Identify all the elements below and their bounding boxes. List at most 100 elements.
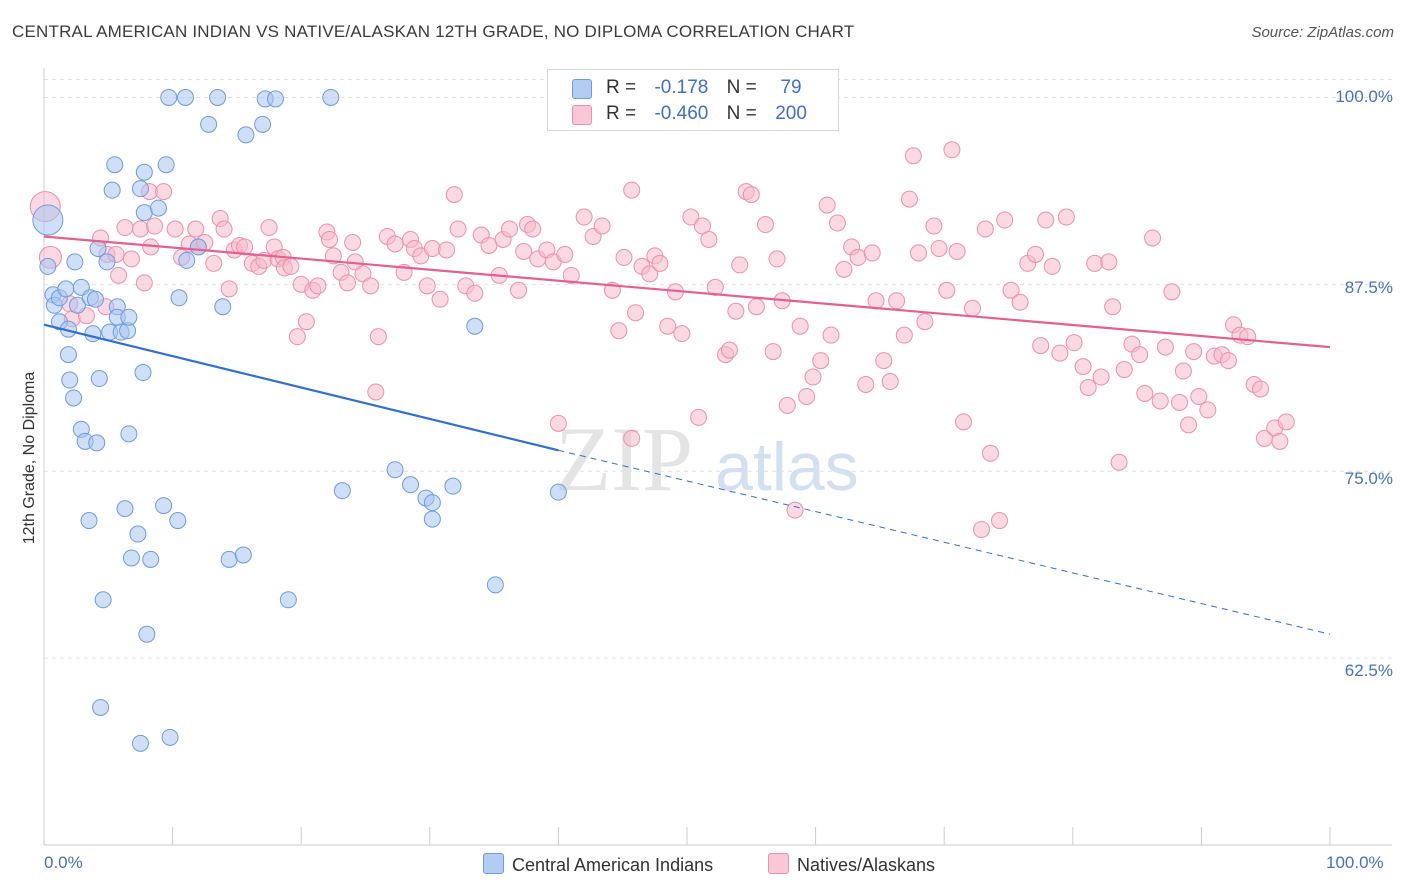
data-point xyxy=(804,368,822,386)
data-point xyxy=(354,265,372,283)
data-point xyxy=(61,371,79,389)
data-point xyxy=(215,220,233,238)
data-point xyxy=(501,220,519,238)
data-point xyxy=(1171,393,1189,411)
watermark: ZIP atlas xyxy=(555,408,859,510)
data-point xyxy=(155,183,173,201)
data-point xyxy=(888,292,906,310)
data-point xyxy=(756,216,774,234)
y-tick-label: 75.0% xyxy=(1344,469,1393,488)
data-point xyxy=(122,549,140,567)
data-point xyxy=(86,290,104,308)
data-point xyxy=(1100,253,1118,271)
data-point xyxy=(237,126,255,144)
data-point xyxy=(146,217,164,235)
data-point xyxy=(1104,298,1122,316)
data-point xyxy=(1252,380,1270,398)
data-point xyxy=(320,230,338,248)
data-point xyxy=(778,396,796,414)
data-point xyxy=(1043,257,1061,275)
data-point xyxy=(904,147,922,165)
legend-item-natives-alaskans: Natives/Alaskans xyxy=(768,853,935,876)
chart-title: CENTRAL AMERICAN INDIAN VS NATIVE/ALASKA… xyxy=(12,22,855,41)
data-point xyxy=(925,217,943,235)
data-point xyxy=(322,88,340,106)
data-point xyxy=(466,317,484,335)
data-point xyxy=(333,482,351,500)
data-point xyxy=(1144,229,1162,247)
data-point xyxy=(857,376,875,394)
data-point xyxy=(236,238,254,256)
data-point xyxy=(1086,254,1104,272)
r-label: R = xyxy=(606,103,637,124)
data-point xyxy=(1011,293,1029,311)
data-point xyxy=(386,461,404,479)
data-point xyxy=(92,698,110,716)
legend-label: Central American Indians xyxy=(512,855,714,875)
data-point xyxy=(1131,346,1149,364)
data-point xyxy=(818,196,836,214)
data-point xyxy=(209,88,227,106)
data-point xyxy=(362,277,380,295)
data-point xyxy=(176,88,194,106)
trend-line-extrapolated xyxy=(558,449,1331,635)
data-point xyxy=(1199,401,1217,419)
stats-legend: R = -0.178 N = 79 R = -0.460 N = 200 xyxy=(547,69,839,131)
data-point xyxy=(510,281,528,299)
data-point xyxy=(720,341,738,359)
n-value: 200 xyxy=(775,103,807,124)
data-point xyxy=(990,512,1008,530)
data-point xyxy=(129,525,147,543)
y-tick-label: 100.0% xyxy=(1335,87,1393,106)
data-point xyxy=(822,326,840,344)
data-point xyxy=(418,277,436,295)
data-point xyxy=(895,326,913,344)
data-point xyxy=(131,220,149,238)
data-point xyxy=(80,512,98,530)
data-point xyxy=(700,230,718,248)
data-point xyxy=(1185,343,1203,361)
data-point xyxy=(282,257,300,275)
data-point xyxy=(90,370,108,388)
data-point xyxy=(466,284,484,302)
data-point xyxy=(155,497,173,515)
watermark-zip: ZIP xyxy=(555,408,693,510)
data-point xyxy=(32,204,64,236)
data-point xyxy=(828,214,846,232)
r-value: -0.460 xyxy=(654,103,709,124)
data-point xyxy=(943,141,961,159)
data-point xyxy=(549,483,567,501)
y-tick-label: 62.5% xyxy=(1344,661,1393,680)
data-point xyxy=(731,256,749,274)
n-label: N = xyxy=(726,103,757,124)
data-point xyxy=(1163,283,1181,301)
data-point xyxy=(98,253,116,271)
data-point xyxy=(549,414,567,432)
data-point xyxy=(909,244,927,262)
pink-swatch xyxy=(768,853,789,874)
source-label: Source: ZipAtlas.com xyxy=(1251,24,1394,41)
data-point xyxy=(120,308,138,326)
trend-line-central-american-indians xyxy=(43,323,559,452)
data-point xyxy=(742,186,760,204)
data-point xyxy=(84,325,102,343)
data-point xyxy=(178,251,196,269)
data-point xyxy=(138,625,156,643)
data-point xyxy=(1115,361,1133,379)
data-point xyxy=(438,241,456,259)
data-point xyxy=(59,346,77,364)
data-point xyxy=(948,242,966,260)
data-point xyxy=(867,292,885,310)
data-point xyxy=(254,115,272,133)
data-point xyxy=(690,408,708,426)
data-point xyxy=(916,313,934,331)
data-point xyxy=(266,90,284,108)
data-point xyxy=(187,220,205,238)
data-point xyxy=(1074,358,1092,376)
data-point xyxy=(623,181,641,199)
x-tick-label: 0.0% xyxy=(44,853,83,872)
data-point xyxy=(641,265,659,283)
data-point xyxy=(938,281,956,299)
data-point xyxy=(981,444,999,462)
